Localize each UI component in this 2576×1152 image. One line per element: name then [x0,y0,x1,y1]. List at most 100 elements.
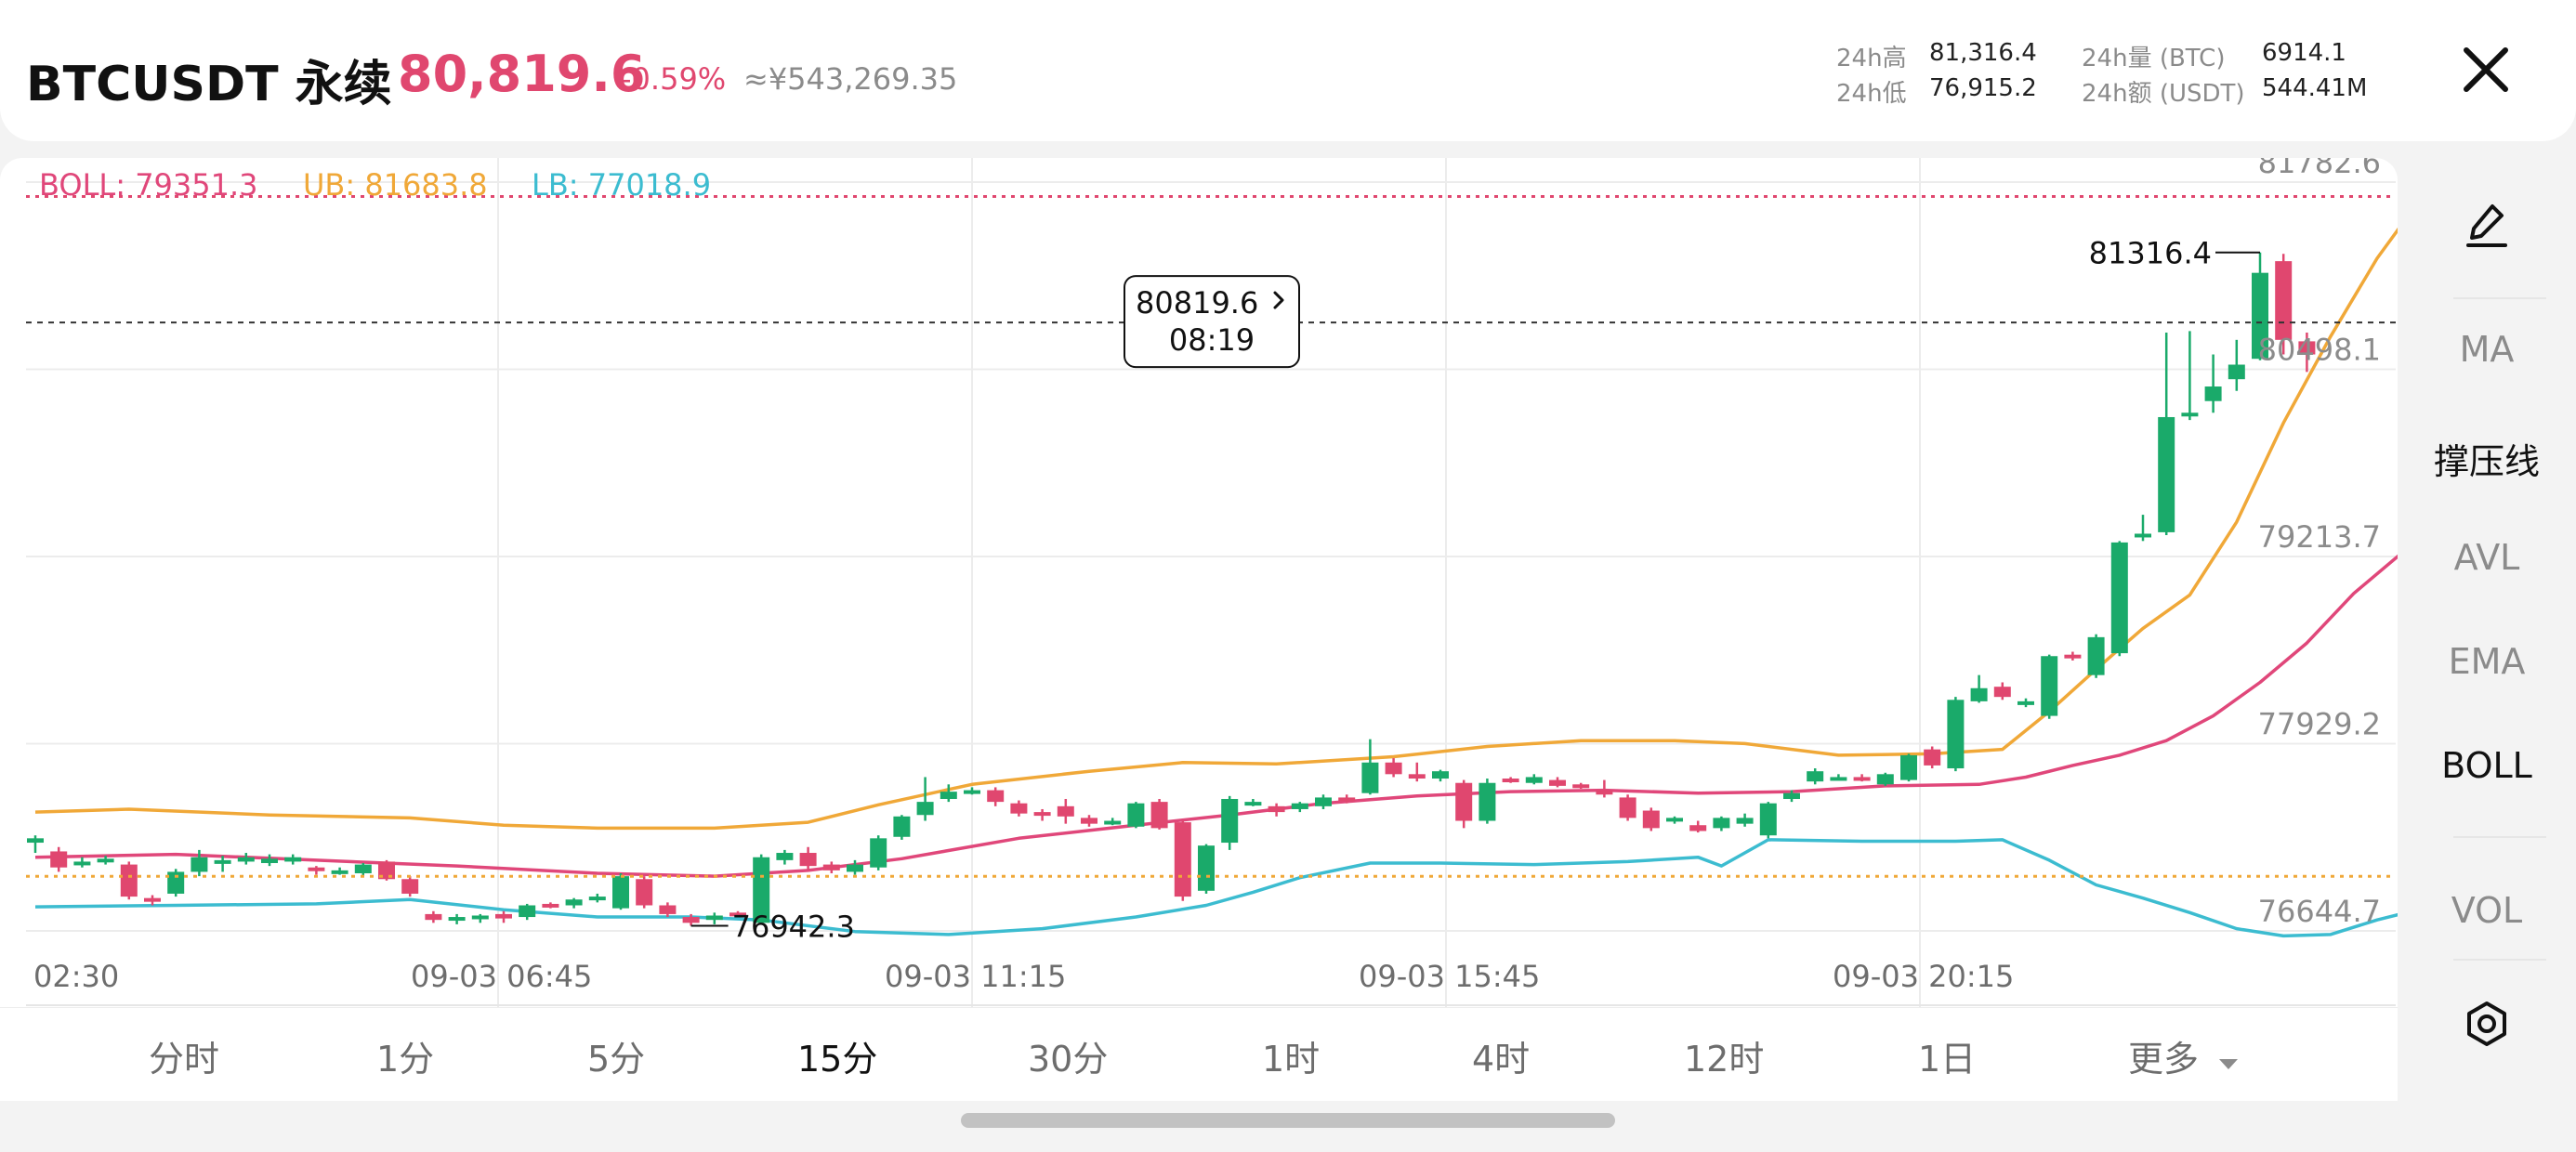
candle [1408,762,1426,782]
candle-body [1947,700,1965,769]
candle [144,895,161,906]
candle [1455,779,1473,829]
indicator-ema[interactable]: EMA [2448,641,2526,682]
candle-body [870,838,887,868]
close-icon[interactable] [2453,37,2518,102]
candle [1596,779,1613,798]
timeframe-1d[interactable]: 1日 [1918,1039,1977,1080]
timeframe-30m[interactable]: 30分 [1028,1039,1109,1080]
candle-body [1221,798,1239,844]
candle-body [1993,687,2011,698]
indicator-support-resistance[interactable]: 撑压线 [2433,441,2540,482]
boll-lower-line [34,838,2398,938]
indicator-ma[interactable]: MA [2459,329,2515,370]
timeframe-4h[interactable]: 4时 [1472,1039,1531,1080]
candle-body [1759,803,1777,836]
chart-panel[interactable]: BOLL: 79351.3 UB: 81683.8 LB: 77018.9 81… [0,158,2398,1007]
candle [2017,698,2034,708]
candle-body [1033,812,1051,817]
candle-body [261,858,278,864]
candle [1970,674,1988,703]
candle [1127,802,1145,829]
candle [2228,339,2245,391]
candle [2064,651,2082,661]
candlestick-chart[interactable]: BOLL: 79351.3 UB: 81683.8 LB: 77018.9 81… [0,158,2398,1007]
candle-body [1736,818,1754,824]
candle [636,876,653,909]
candle [659,902,677,918]
candle-body [1081,818,1097,824]
min-price-label: 76942.3 [732,909,855,944]
candle-body [1924,749,1941,766]
candle-body [893,816,911,837]
candle-body [753,857,770,923]
candle [448,913,466,924]
candle [284,854,302,865]
candle-body [2135,533,2151,538]
candle-body [191,857,208,872]
timeframe-1h[interactable]: 1时 [1262,1039,1321,1080]
candle-body [612,876,629,909]
candle-body [940,792,957,799]
timeframe-5m[interactable]: 5分 [587,1039,646,1080]
candle-body [401,879,419,894]
candle [940,784,957,803]
ub-label: UB: 81683.8 [303,167,488,203]
candle-body [2252,272,2268,360]
candle-body [799,853,817,867]
candle [682,913,700,926]
candle-body [378,861,395,880]
settings-icon[interactable] [2461,998,2513,1050]
candle [120,861,138,900]
candle-body [2228,364,2245,380]
timeframe-12h[interactable]: 12时 [1684,1039,1765,1080]
timeframe-more-label: 更多 [2128,1039,2200,1080]
candle [1338,794,1356,804]
candle-body [1807,771,1824,782]
candle-body [1244,802,1262,806]
candle [401,876,419,897]
candle [97,856,114,865]
symbol-title[interactable]: BTCUSDT 永续 [26,57,392,112]
price-tag-value: 80819.6 [1136,285,1258,321]
price-tag[interactable]: 80819.6 08:19 [1124,275,1300,369]
timeframe-more[interactable]: 更多 [2128,1030,2240,1081]
x-tick-label: 09-03 11:15 [885,959,1066,994]
boll-label: BOLL: 79351.3 [39,167,258,203]
indicator-vol[interactable]: VOL [2451,890,2523,931]
candle-body [2204,386,2222,401]
candle-body [1057,805,1074,817]
candle [378,859,395,881]
candle [776,849,794,865]
timeframe-line[interactable]: 分时 [149,1039,220,1080]
indicator-boll[interactable]: BOLL [2441,745,2532,786]
candle [1315,794,1332,809]
candle [2298,332,2316,373]
candle-body [565,899,583,906]
candle [27,835,44,854]
candle [2087,634,2105,678]
candle [1385,758,1402,778]
indicator-avl[interactable]: AVL [2453,537,2520,578]
candle [822,861,840,873]
candle-body [1104,820,1122,825]
candle [987,787,1005,806]
last-price: 80,819.6 [398,45,646,103]
stat-high-value: 81,316.4 [1929,39,2037,67]
pencil-icon[interactable] [2461,199,2513,251]
candle [1993,682,2011,700]
x-tick-label: 09-03 06:45 [411,959,592,994]
candle [1198,844,1215,894]
candle-body [144,897,161,902]
divider [2453,836,2546,838]
candle [1924,746,1941,769]
candle [1361,739,1379,795]
timeframe-1m[interactable]: 1分 [376,1039,435,1080]
candle [2252,252,2268,360]
candle [1502,777,1519,783]
candle-body [964,790,980,794]
candle-body [27,838,44,844]
timeframe-15m[interactable]: 15分 [797,1039,878,1080]
candle [237,853,255,865]
candle [1783,790,1800,803]
